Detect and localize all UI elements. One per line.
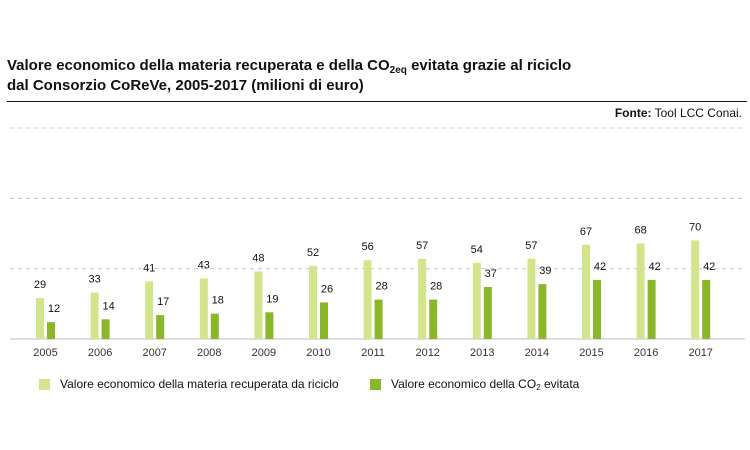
title-line1-end: evitata grazie al riciclo [406,57,572,74]
bar-materia [472,263,481,339]
bar-co2 [156,315,165,339]
data-label-co2: 28 [375,281,387,293]
x-tick-label: 2016 [634,347,658,359]
bar-materia [636,243,645,339]
bar-co2 [429,299,438,339]
bar-materia [691,240,700,339]
data-label-materia: 43 [198,260,210,272]
data-label-co2: 17 [157,296,169,308]
bar-co2 [647,279,656,339]
bar-materia [418,258,427,339]
legend-label-co2: Valore economico della CO2 evitata [391,377,580,392]
title-line1-start: Valore economico della materia recuperat… [7,57,390,74]
bar-materia [254,271,263,339]
legend-label-materia: Valore economico della materia recuperat… [60,377,339,391]
data-label-materia: 57 [525,240,537,252]
data-label-co2: 28 [430,281,442,293]
x-tick-label: 2005 [33,347,57,359]
bar-co2 [320,302,328,339]
bar-co2 [374,299,383,339]
bar-materia [582,244,590,339]
x-tick-label: 2007 [142,347,166,359]
bar-materia [90,292,99,339]
data-label-materia: 48 [252,252,264,264]
bar-materia [145,281,154,339]
data-label-co2: 14 [102,300,114,312]
x-tick-label: 2011 [361,347,385,359]
data-label-materia: 56 [361,241,373,253]
bar-co2 [210,313,219,339]
title-subscript: 2eq [389,65,407,76]
x-tick-label: 2009 [252,347,276,359]
bar-materia [363,260,372,339]
x-tick-label: 2015 [579,347,603,359]
legend-item-materia: Valore economico della materia recuperat… [39,377,339,391]
x-tick-label: 2013 [470,347,494,359]
x-tick-label: 2014 [525,347,549,359]
data-label-co2: 26 [321,283,333,295]
source-text: Tool LCC Conai. [651,106,742,120]
data-label-materia: 67 [580,226,592,238]
x-tick-label: 2008 [197,347,221,359]
data-label-co2: 42 [648,261,660,273]
bar-materia [527,258,536,339]
data-label-materia: 41 [143,262,155,274]
data-label-materia: 57 [416,240,428,252]
bar-materia [36,298,44,339]
legend-swatch-materia [39,378,50,390]
x-tick-label: 2012 [415,347,439,359]
data-label-co2: 39 [539,265,551,277]
data-label-materia: 29 [34,279,46,291]
x-tick-label: 2010 [306,347,330,359]
bar-co2 [538,284,547,339]
legend-swatch-co2 [370,378,381,390]
title-line2: dal Consorzio CoReVe, 2005-2017 (milioni… [7,77,364,94]
source-note: Fonte: Tool LCC Conai. [615,106,742,120]
data-label-co2: 37 [485,268,497,280]
x-tick-label: 2017 [688,347,712,359]
bar-co2 [101,319,110,339]
data-label-co2: 42 [594,261,606,273]
data-label-materia: 68 [634,224,646,236]
data-label-co2: 42 [703,261,715,273]
bar-co2 [593,279,601,339]
title-divider [7,101,747,102]
x-tick-label: 2006 [88,347,112,359]
data-label-materia: 33 [88,274,100,286]
source-label: Fonte: [614,106,652,120]
data-label-materia: 52 [307,247,319,259]
data-label-co2: 19 [266,293,278,305]
legend-item-co2: Valore economico della CO2 evitata [370,377,580,392]
bar-co2 [483,286,492,339]
chart-title: Valore economico della materia recuperat… [7,56,727,96]
bar-materia [199,278,208,339]
bar-materia [309,265,317,339]
bar-co2 [47,322,55,339]
data-label-materia: 54 [471,244,483,256]
data-label-co2: 18 [212,295,224,307]
bar-co2 [702,279,711,339]
data-label-co2: 12 [48,303,60,315]
bar-co2 [265,312,274,339]
data-label-materia: 70 [689,222,701,234]
